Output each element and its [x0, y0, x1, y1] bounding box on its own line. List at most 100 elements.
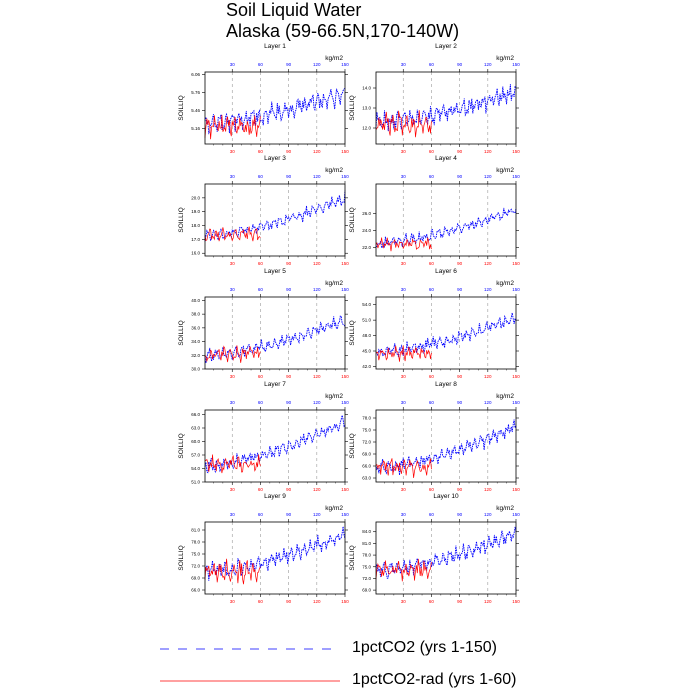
layer-6-bottom-tick-label: 150 [512, 374, 520, 379]
layer-2-top-tick-label: 90 [457, 62, 463, 67]
layer-2-bottom-tick-label: 30 [401, 149, 407, 154]
layer-8-bottom-tick-label: 30 [401, 487, 407, 492]
layer-2-series-1pctco2-rad [375, 110, 432, 138]
layer-3-bottom-tick-label: 60 [258, 261, 264, 266]
layer-1-top-tick-label: 90 [286, 62, 292, 67]
layer-10-bottom-tick-label: 120 [484, 599, 492, 604]
layer-7-ytick-label: 57.0 [191, 453, 200, 458]
layer-9-top-tick-label: 120 [313, 512, 321, 517]
layer-9-ytick-label: 69.0 [191, 576, 200, 581]
layer-3-ylabel: SOILLIQ [178, 207, 185, 232]
layer-7-frame [204, 409, 346, 483]
layer-9-frame [204, 521, 346, 595]
layer-8-top-tick-label: 150 [512, 400, 520, 405]
layer-7-ytick-label: 66.0 [191, 412, 200, 417]
layer-3-series-1pctco2 [204, 190, 346, 242]
layer-6-ytick-label: 54.0 [362, 302, 371, 307]
layer-6-ytick-label: 48.0 [362, 333, 371, 338]
layer-7-bottom-tick-label: 120 [313, 487, 321, 492]
layer-3-ytick-label: 16.0 [191, 251, 200, 256]
legend-label-1pctco2-rad: 1pctCO2-rad (yrs 1-60) [352, 671, 517, 688]
layer-5-bottom-tick-label: 120 [313, 374, 321, 379]
layer-5-ytick-label: 40.0 [191, 298, 200, 303]
layer-6-bottom-tick-label: 90 [457, 374, 463, 379]
layer-5-ytick-label: 30.0 [191, 367, 200, 372]
layer-7-top-tick-label: 90 [286, 400, 292, 405]
layer-4-bottom-tick-label: 60 [429, 261, 435, 266]
layer-5-units: kg/m2 [325, 280, 343, 287]
layer-8-units: kg/m2 [496, 393, 514, 400]
layer-8-top-tick-label: 120 [484, 400, 492, 405]
layer-3-ytick-label: 17.0 [191, 237, 200, 242]
layer-3-bottom-tick-label: 120 [313, 261, 321, 266]
layer-10-bottom-tick-label: 30 [401, 599, 407, 604]
layer-2-bottom-tick-label: 150 [512, 149, 520, 154]
layer-5-series-1pctco2-rad [205, 345, 261, 363]
layer-4-ylabel: SOILLIQ [349, 207, 356, 232]
layer-6-bottom-tick-label: 120 [484, 374, 492, 379]
layer-5-ytick-label: 34.0 [191, 339, 200, 344]
layer-3-top-tick-label: 150 [341, 174, 349, 179]
layer-7-title: Layer 7 [264, 381, 286, 388]
layer-10-ytick-label: 81.0 [362, 541, 371, 546]
layer-2-series-1pctco2 [375, 84, 517, 132]
layer-6-series-1pctco2 [375, 312, 517, 359]
layer-10-ytick-label: 72.0 [362, 576, 371, 581]
layer-9-title: Layer 9 [264, 493, 286, 500]
layer-4-units: kg/m2 [496, 167, 514, 174]
figure-title: Soil Liquid Water [226, 0, 362, 20]
layer-7-bottom-tick-label: 30 [230, 487, 236, 492]
layer-4-top-tick-label: 60 [429, 174, 435, 179]
layer-7-ytick-label: 60.0 [191, 439, 200, 444]
layer-5-title: Layer 5 [264, 268, 286, 275]
layer-6-title: Layer 6 [435, 268, 457, 275]
layer-3-bottom-tick-label: 150 [341, 261, 349, 266]
layer-5-ytick-label: 36.0 [191, 325, 200, 330]
layer-5-ylabel: SOILLIQ [178, 320, 185, 345]
layer-10-units: kg/m2 [496, 505, 514, 512]
layer-4-title: Layer 4 [435, 155, 457, 162]
layer-9-ytick-label: 81.0 [191, 528, 200, 533]
layer-5-ytick-label: 38.0 [191, 312, 200, 317]
layer-10-top-tick-label: 30 [401, 512, 407, 517]
layer-2-ytick-label: 13.0 [362, 106, 371, 111]
layer-1-bottom-tick-label: 60 [258, 149, 264, 154]
layer-7-ytick-label: 51.0 [191, 480, 200, 485]
layer-1-bottom-tick-label: 90 [286, 149, 292, 154]
layer-7-series-1pctco2-rad [204, 454, 261, 474]
layer-4-bottom-tick-label: 150 [512, 261, 520, 266]
layer-7-ytick-label: 54.0 [191, 466, 200, 471]
layer-1-top-tick-label: 120 [313, 62, 321, 67]
layer-8-ytick-label: 63.0 [362, 476, 371, 481]
layer-9-bottom-tick-label: 60 [258, 599, 264, 604]
layer-3-bottom-tick-label: 90 [286, 261, 292, 266]
layer-5-ytick-label: 32.0 [191, 353, 200, 358]
layer-1-ylabel: SOILLIQ [178, 95, 185, 120]
layer-3-ytick-label: 20.0 [191, 195, 200, 200]
layer-1-ytick-label: 5.46 [191, 108, 200, 113]
layer-2-bottom-tick-label: 120 [484, 149, 492, 154]
layer-8-bottom-tick-label: 60 [429, 487, 435, 492]
layer-8-bottom-tick-label: 120 [484, 487, 492, 492]
layer-7-top-tick-label: 30 [230, 400, 236, 405]
layer-6-bottom-tick-label: 60 [429, 374, 435, 379]
layer-8-series-1pctco2 [375, 419, 517, 476]
layer-2-top-tick-label: 120 [484, 62, 492, 67]
layer-1-series-1pctco2-rad [204, 114, 261, 140]
layer-2-top-tick-label: 150 [512, 62, 520, 67]
layer-8-ytick-label: 75.0 [362, 428, 371, 433]
layer-4-top-tick-label: 120 [484, 174, 492, 179]
layer-9-ytick-label: 75.0 [191, 552, 200, 557]
layer-9-bottom-tick-label: 120 [313, 599, 321, 604]
layer-6-top-tick-label: 30 [401, 287, 407, 292]
layer-6-ylabel: SOILLIQ [349, 320, 356, 345]
layer-1-ytick-label: 5.16 [191, 126, 200, 131]
layer-10-top-tick-label: 120 [484, 512, 492, 517]
layer-6-series-1pctco2-rad [375, 345, 432, 362]
layer-10-series-1pctco2-rad [375, 558, 432, 582]
layer-8-ytick-label: 78.0 [362, 416, 371, 421]
layer-6-frame [375, 296, 517, 370]
layer-10-top-tick-label: 90 [457, 512, 463, 517]
